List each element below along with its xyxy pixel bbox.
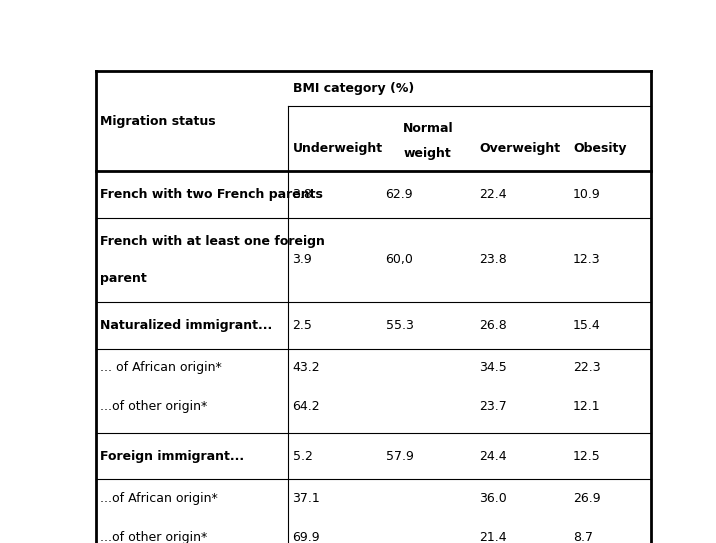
Text: ...of other origin*: ...of other origin* — [100, 400, 208, 413]
Text: Migration status: Migration status — [100, 115, 216, 128]
Text: Overweight: Overweight — [479, 142, 561, 155]
Text: Naturalized immigrant...: Naturalized immigrant... — [100, 319, 273, 332]
Text: 3.9: 3.9 — [293, 254, 312, 267]
Text: ...of other origin*: ...of other origin* — [100, 531, 208, 543]
Text: 43.2: 43.2 — [293, 361, 320, 374]
Text: 24.4: 24.4 — [479, 450, 507, 463]
Text: BMI category (%): BMI category (%) — [293, 82, 414, 95]
Text: Normal: Normal — [402, 122, 453, 135]
Text: 22.3: 22.3 — [573, 361, 601, 374]
Text: 12.1: 12.1 — [573, 400, 601, 413]
Text: 12.3: 12.3 — [573, 254, 601, 267]
Text: 57.9: 57.9 — [385, 450, 413, 463]
Text: 26.8: 26.8 — [479, 319, 507, 332]
Text: 37.1: 37.1 — [293, 491, 320, 504]
Text: parent: parent — [100, 272, 147, 285]
Text: French with two French parents: French with two French parents — [100, 188, 323, 201]
Text: 23.7: 23.7 — [479, 400, 507, 413]
Text: 21.4: 21.4 — [479, 531, 507, 543]
Text: 23.8: 23.8 — [479, 254, 507, 267]
Text: weight: weight — [404, 147, 452, 160]
Text: 60,0: 60,0 — [385, 254, 413, 267]
Text: Obesity: Obesity — [573, 142, 626, 155]
Text: 62.9: 62.9 — [385, 188, 413, 201]
Text: 2.5: 2.5 — [293, 319, 312, 332]
Text: 8.7: 8.7 — [573, 531, 593, 543]
Text: French with at least one foreign: French with at least one foreign — [100, 235, 325, 248]
Text: ...of African origin*: ...of African origin* — [100, 491, 218, 504]
Text: ... of African origin*: ... of African origin* — [100, 361, 222, 374]
Text: 5.2: 5.2 — [293, 450, 312, 463]
Text: 10.9: 10.9 — [573, 188, 601, 201]
Text: 55.3: 55.3 — [385, 319, 413, 332]
Text: 26.9: 26.9 — [573, 491, 601, 504]
Text: 69.9: 69.9 — [293, 531, 320, 543]
Text: Foreign immigrant...: Foreign immigrant... — [100, 450, 244, 463]
Text: 34.5: 34.5 — [479, 361, 507, 374]
Text: 64.2: 64.2 — [293, 400, 320, 413]
Text: 3.8: 3.8 — [293, 188, 312, 201]
Text: 22.4: 22.4 — [479, 188, 507, 201]
Text: 36.0: 36.0 — [479, 491, 507, 504]
Text: Underweight: Underweight — [293, 142, 382, 155]
Text: 12.5: 12.5 — [573, 450, 601, 463]
Text: 15.4: 15.4 — [573, 319, 601, 332]
